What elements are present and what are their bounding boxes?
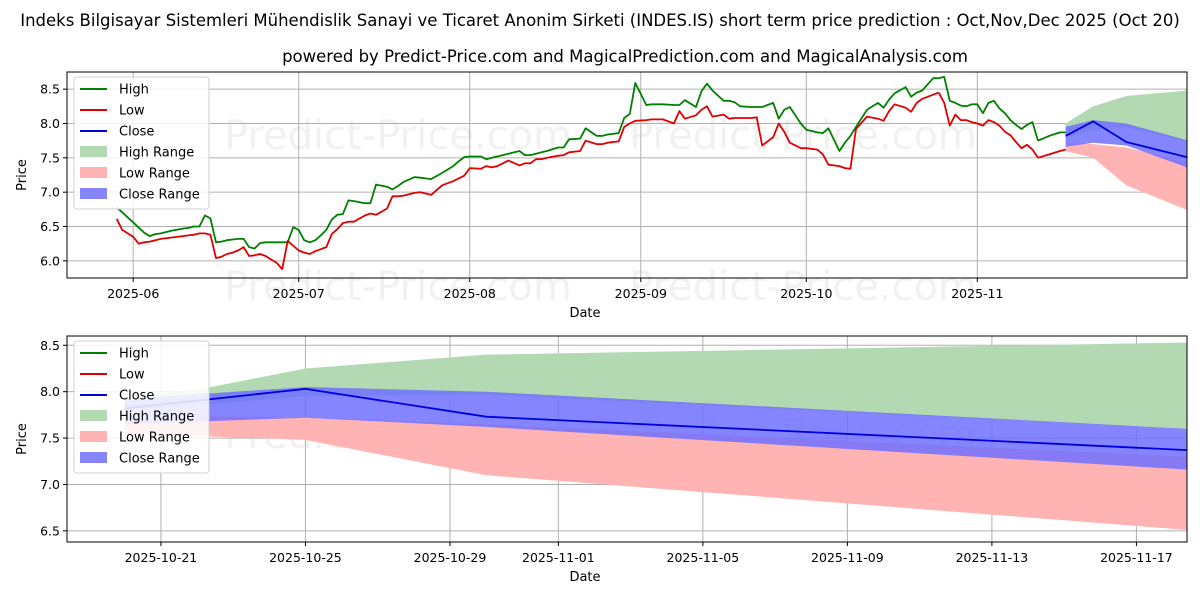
- x-tick-label: 2025-10-25: [269, 550, 342, 565]
- x-axis-label: Date: [569, 306, 600, 321]
- watermark: Predict-Price.com: [629, 113, 977, 159]
- history-plot-area: [67, 72, 1187, 278]
- history-data-layer: [115, 75, 1187, 271]
- x-tick-label: 2025-11-01: [522, 550, 595, 565]
- y-tick-label: 7.5: [40, 150, 60, 165]
- y-tick-label: 7.0: [40, 477, 60, 492]
- chart-title: Indeks Bilgisayar Sistemleri Mühendislik…: [20, 11, 1180, 30]
- y-tick-label: 7.5: [40, 431, 60, 446]
- legend-label-high-range: High Range: [119, 146, 194, 161]
- low-line: [1037, 148, 1066, 159]
- y-axis-label: Price: [15, 423, 30, 455]
- legend-label-close: Close: [119, 389, 154, 404]
- legend-swatch-high-range: [80, 146, 107, 157]
- low-line: [937, 92, 1039, 159]
- x-tick-label: 2025-10-29: [414, 550, 487, 565]
- y-tick-label: 8.5: [40, 82, 60, 97]
- legend-label-low-range: Low Range: [119, 431, 190, 446]
- legend-label-high-range: High Range: [119, 410, 194, 425]
- y-tick-label: 8.5: [40, 338, 60, 353]
- forecast-legend: High Low Close High Range Low Range Close Ran…: [73, 340, 210, 474]
- legend-label-close: Close: [119, 125, 154, 140]
- x-tick-label: 2025-11-17: [1100, 550, 1173, 565]
- forecast-frame: [66, 335, 1188, 543]
- close-line: [124, 387, 1187, 451]
- y-tick-label: 7.0: [40, 185, 60, 200]
- watermark: Predict-Price.com: [224, 264, 572, 310]
- high-line: [938, 75, 1039, 141]
- y-tick-label: 8.0: [40, 116, 60, 131]
- high-line: [1037, 131, 1066, 142]
- watermark: Predict-Price.com: [629, 264, 977, 310]
- legend-label-low: Low: [119, 368, 145, 383]
- x-tick-label: 2025-11-13: [956, 550, 1029, 565]
- legend-label-low-range: Low Range: [119, 167, 190, 182]
- legend-label-close-range: Close Range: [119, 188, 200, 203]
- x-tick-label: 2025-09: [615, 286, 667, 301]
- x-tick-label: 2025-06: [107, 286, 159, 301]
- x-tick-label: 2025-10-21: [125, 550, 198, 565]
- x-tick-label: 2025-07: [273, 286, 325, 301]
- watermark: Predict-Price.com: [224, 113, 572, 159]
- close-line: [1065, 120, 1187, 159]
- legend-box: [73, 340, 210, 474]
- y-tick-label: 8.0: [40, 384, 60, 399]
- chart-subtitle: powered by Predict-Price.com and Magical…: [282, 47, 968, 66]
- history-panel: Predict-Price.com Predict-Price.com Predic…: [15, 71, 1188, 321]
- history-legend: High Low Close High Range Low Range Close Ran…: [73, 76, 210, 210]
- close-range-area: [1065, 120, 1187, 168]
- x-tick-label: 2025-11-05: [667, 550, 740, 565]
- low-line: [115, 91, 940, 271]
- legend-swatch-high-range: [80, 410, 107, 421]
- x-tick-label: 2025-08: [444, 286, 496, 301]
- forecast-panel: Predict-Price.comPredict-Price.com2025-1…: [15, 335, 1188, 585]
- legend-label-low: Low: [119, 104, 145, 119]
- y-tick-label: 6.5: [40, 219, 60, 234]
- y-tick-label: 6.0: [40, 253, 60, 268]
- legend-swatch-close-range: [80, 188, 107, 199]
- legend-label-high: High: [119, 347, 149, 362]
- legend-label-close-range: Close Range: [119, 452, 200, 467]
- x-tick-label: 2025-10: [780, 286, 832, 301]
- x-tick-label: 2025-11-09: [811, 550, 884, 565]
- high-range-area: [124, 342, 1187, 429]
- legend-swatch-low-range: [80, 431, 107, 442]
- high-line: [116, 77, 939, 250]
- x-axis-label: Date: [569, 570, 600, 585]
- low-range-area: [1065, 142, 1187, 211]
- y-tick-label: 6.5: [40, 523, 60, 538]
- legend-box: [73, 76, 210, 210]
- history-frame: [66, 71, 1188, 279]
- legend-label-high: High: [119, 83, 149, 98]
- low-range-area: [124, 414, 1187, 530]
- x-tick-label: 2025-11: [951, 286, 1003, 301]
- legend-swatch-close-range: [80, 452, 107, 463]
- legend-swatch-low-range: [80, 167, 107, 178]
- close-range-area: [124, 387, 1187, 470]
- forecast-data-layer: [124, 342, 1187, 530]
- y-axis-label: Price: [15, 159, 30, 191]
